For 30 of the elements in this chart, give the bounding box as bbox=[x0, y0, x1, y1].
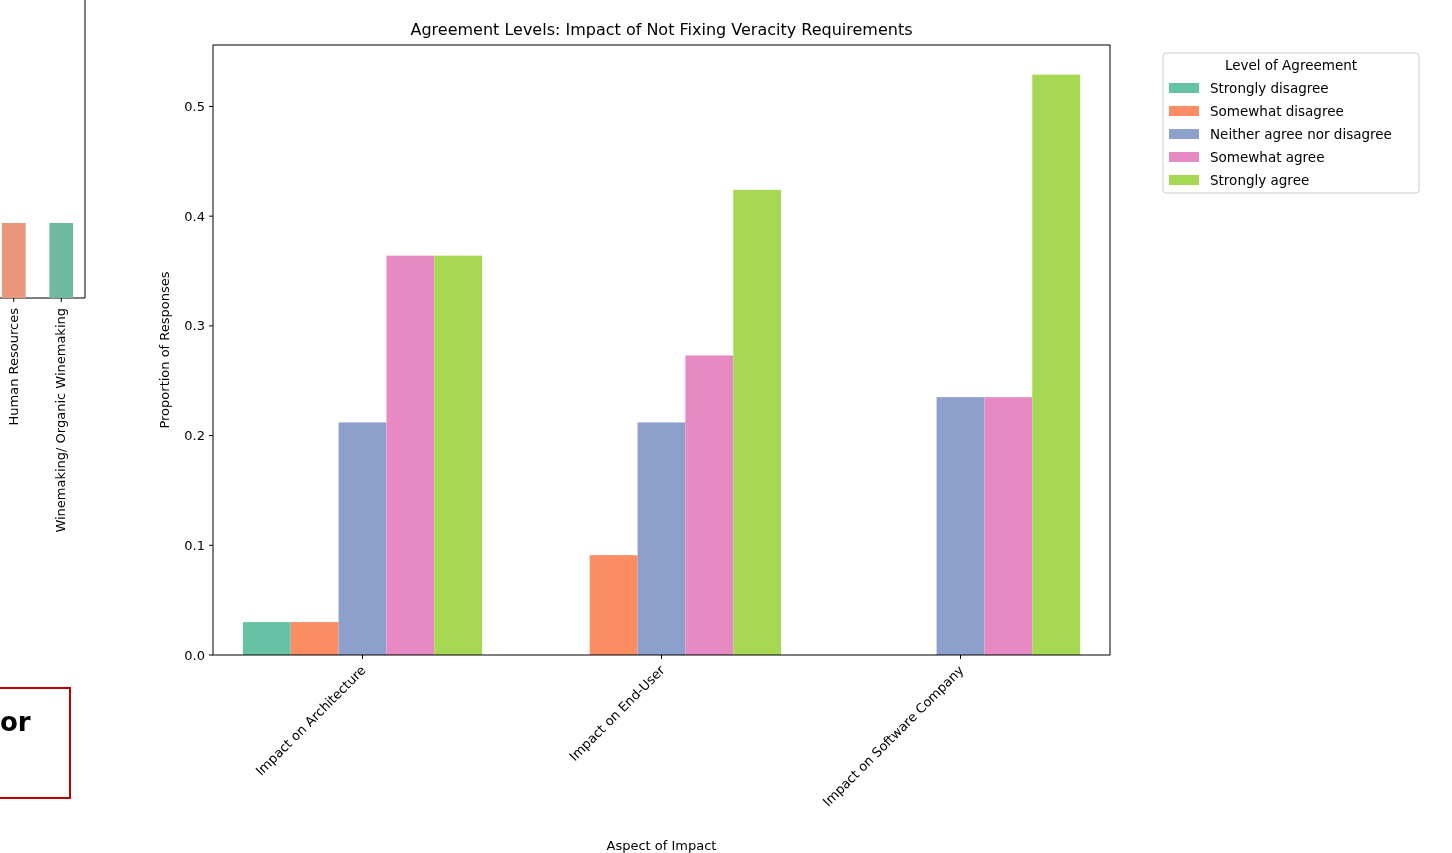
bar bbox=[637, 422, 686, 655]
text: or bbox=[0, 707, 31, 737]
x-tick-label: Human Resources bbox=[5, 307, 21, 426]
legend-title: Level of Agreement bbox=[1224, 57, 1358, 73]
bar bbox=[434, 255, 483, 655]
bar bbox=[290, 622, 339, 655]
bar bbox=[338, 422, 387, 655]
bar bbox=[733, 189, 782, 655]
bar bbox=[936, 397, 985, 655]
legend-label: Strongly agree bbox=[1210, 171, 1310, 188]
y-tick-label: 0.5 bbox=[184, 98, 205, 114]
bar bbox=[685, 355, 734, 655]
legend-label: Strongly disagree bbox=[1210, 79, 1329, 96]
y-tick-label: 0.3 bbox=[184, 318, 205, 334]
x-axis-title: Aspect of Impact bbox=[606, 838, 717, 853]
y-tick-label: 0.2 bbox=[184, 428, 205, 444]
bar bbox=[242, 622, 291, 655]
x-tick-label: Winemaking/ Organic Winemaking bbox=[53, 308, 69, 533]
bar bbox=[1032, 74, 1081, 655]
bar bbox=[589, 555, 638, 655]
y-tick-label: 0.4 bbox=[184, 208, 205, 224]
bar bbox=[386, 255, 435, 655]
chart-title: Agreement Levels: Impact of Not Fixing Veracity Requirements bbox=[410, 20, 913, 39]
y-tick-label: 0.1 bbox=[184, 537, 205, 553]
legend-label: Somewhat disagree bbox=[1210, 102, 1344, 119]
y-axis-title: Proportion of Responses bbox=[157, 271, 172, 429]
legend-label: Somewhat agree bbox=[1210, 148, 1325, 165]
legend-label: Neither agree nor disagree bbox=[1210, 125, 1392, 142]
y-tick-label: 0.0 bbox=[184, 647, 205, 663]
bar bbox=[984, 397, 1033, 655]
